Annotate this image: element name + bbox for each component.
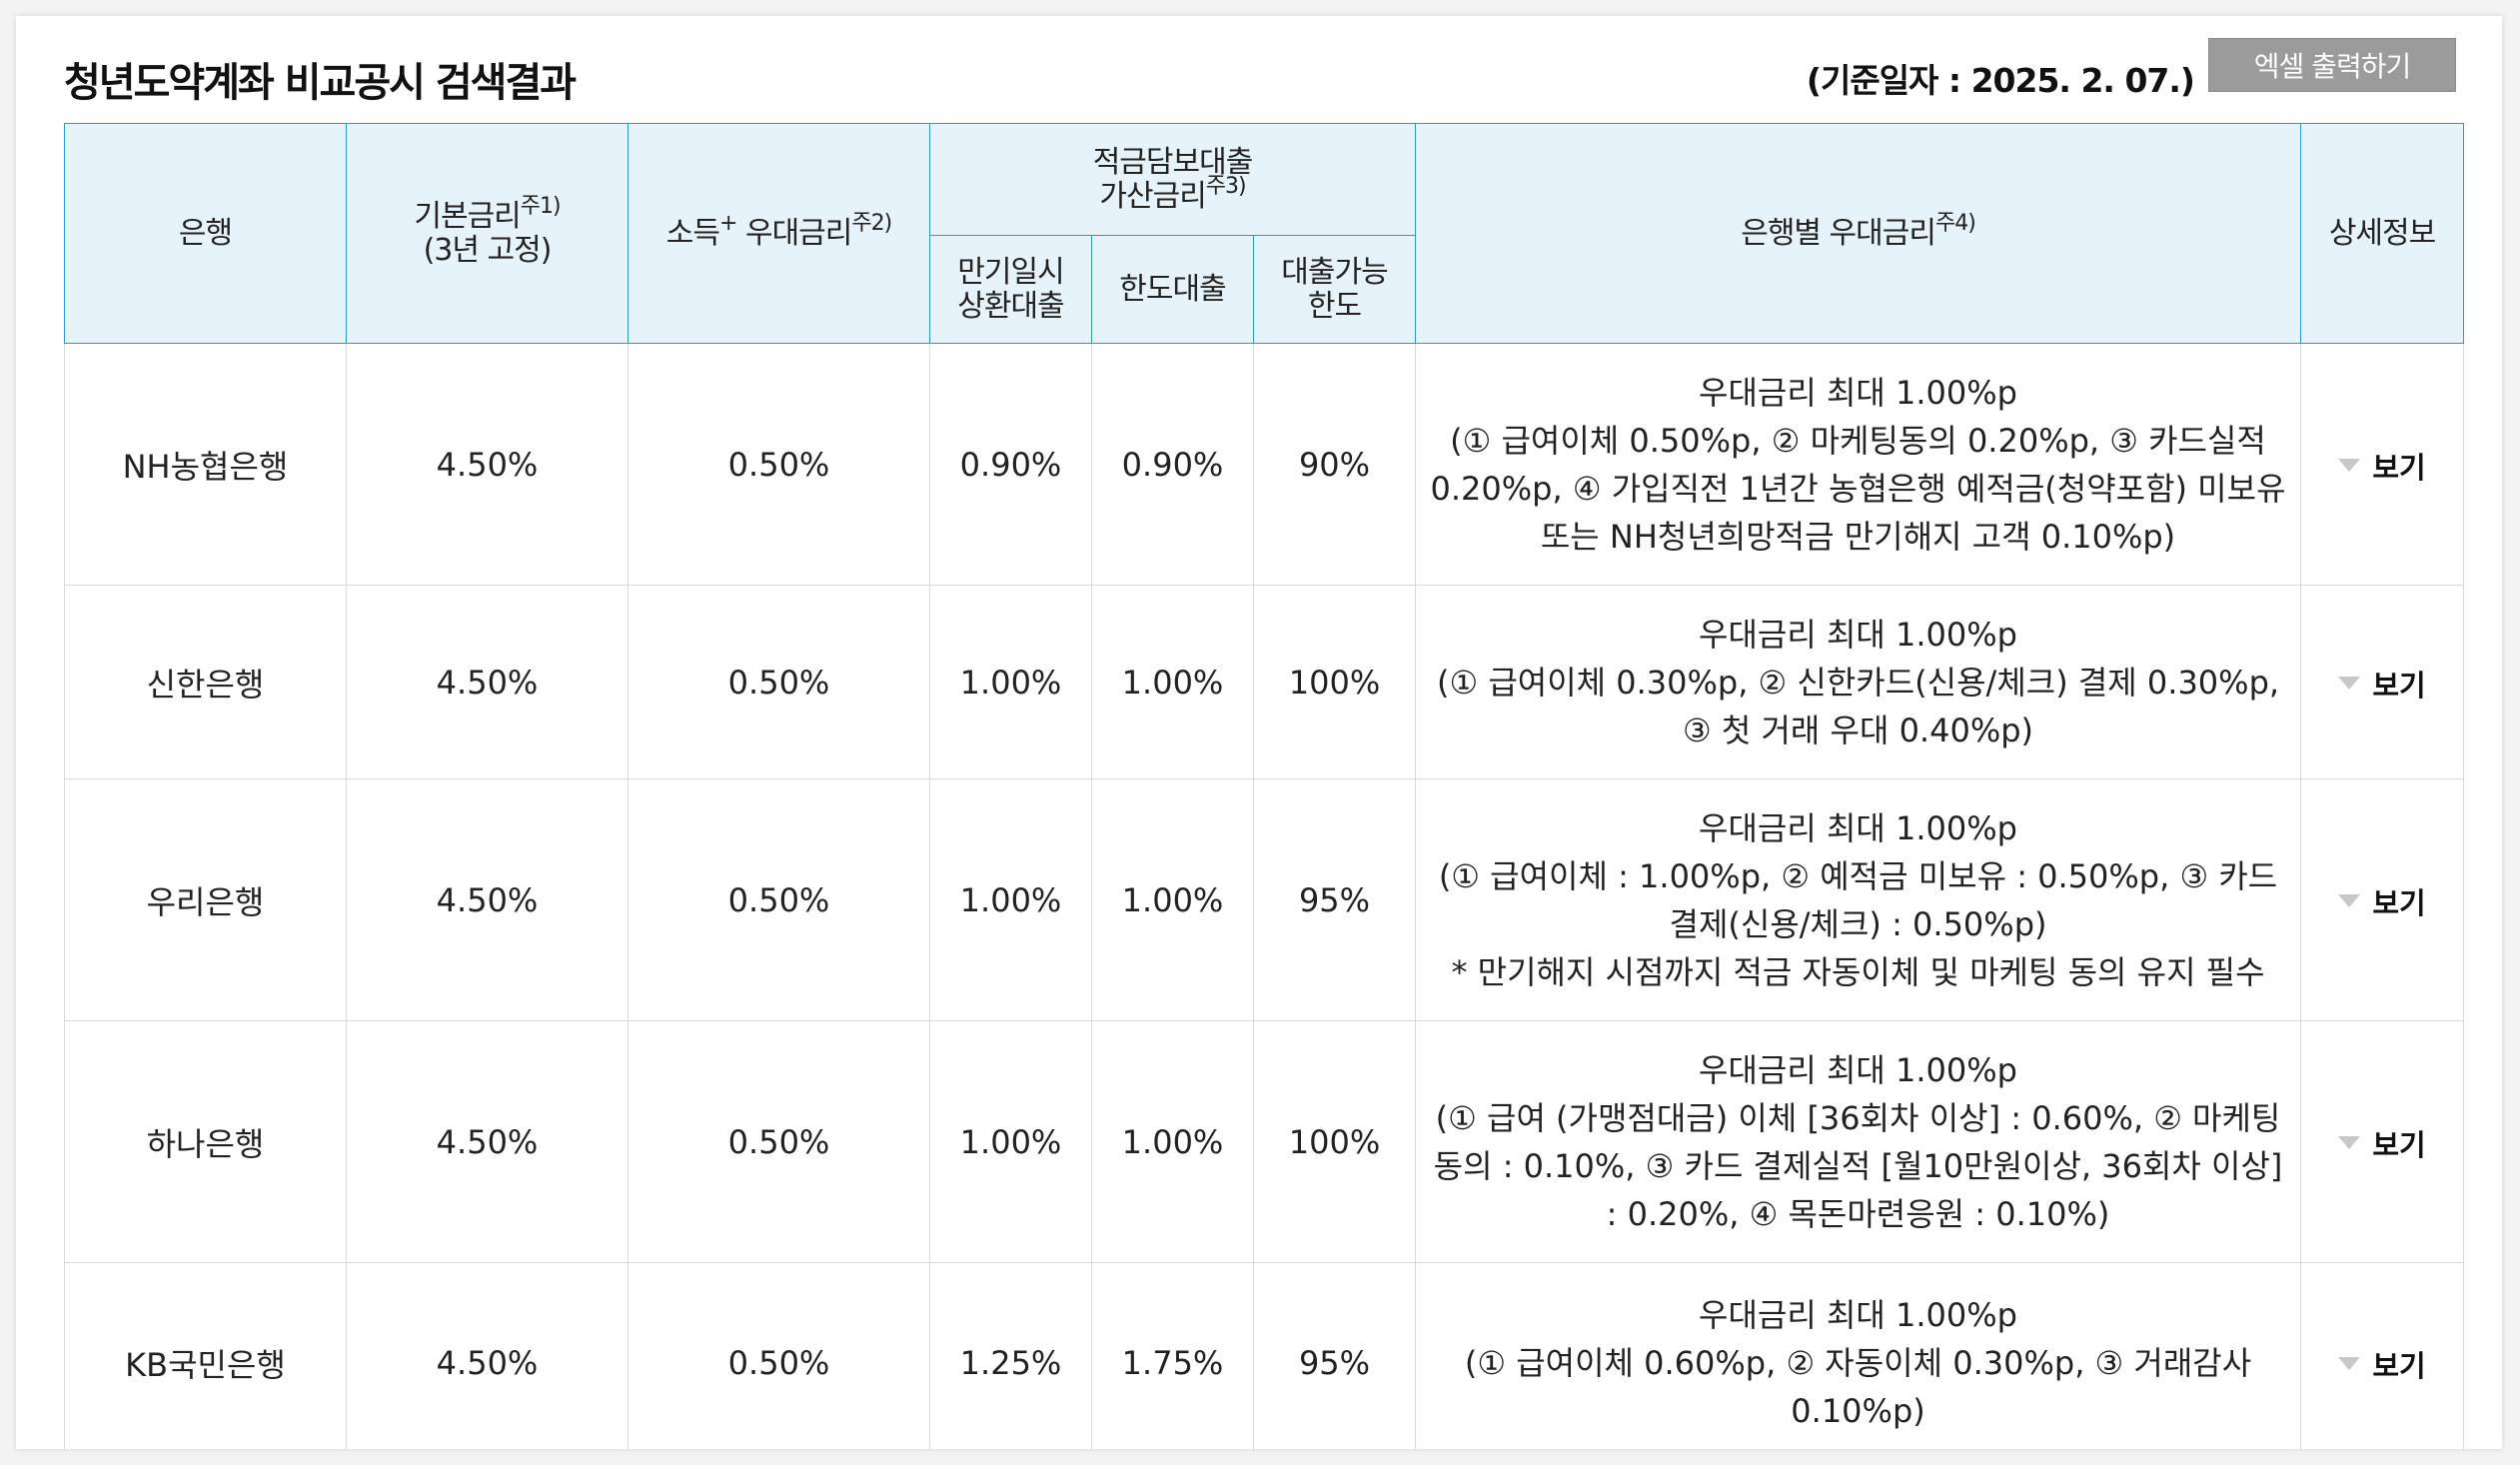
limit-loan-rate: 0.90% [1091, 343, 1254, 586]
header-bank: 은행 [64, 123, 347, 344]
loan-possible-limit: 100% [1252, 585, 1417, 779]
loan-possible-limit: 90% [1252, 343, 1417, 586]
loan-possible-limit: 95% [1252, 778, 1417, 1021]
header-base-rate: 기본금리주1) (3년 고정) [346, 123, 629, 344]
detail-cell: 보기 [2300, 778, 2465, 1021]
base-rate: 4.50% [346, 1262, 629, 1449]
table-row: 하나은행 4.50% 0.50% 1.00% 1.00% 100% 우대금리 최… [64, 1020, 2465, 1263]
detail-cell: 보기 [2300, 1262, 2465, 1449]
bank-name: KB국민은행 [64, 1262, 347, 1449]
triangle-down-icon [2338, 1136, 2361, 1150]
view-detail-button[interactable]: 보기 [2338, 1343, 2426, 1385]
bank-pref-detail: 우대금리 최대 1.00%p (① 급여이체 0.30%p, ② 신한카드(신용/… [1415, 585, 2302, 779]
bank-name: 우리은행 [64, 778, 347, 1021]
limit-loan-rate: 1.00% [1091, 1020, 1254, 1263]
base-rate: 4.50% [346, 343, 629, 586]
view-detail-button[interactable]: 보기 [2338, 1122, 2426, 1164]
maturity-loan-rate: 1.00% [929, 585, 1092, 779]
table-row: KB국민은행 4.50% 0.50% 1.25% 1.75% 95% 우대금리 … [64, 1262, 2465, 1449]
triangle-down-icon [2338, 677, 2361, 691]
view-detail-button[interactable]: 보기 [2338, 445, 2426, 487]
detail-cell: 보기 [2300, 343, 2465, 586]
table-body: NH농협은행 4.50% 0.50% 0.90% 0.90% 90% 우대금리 … [64, 343, 2465, 1449]
comparison-table: 은행 기본금리주1) (3년 고정) 소득+ 우대금리주2) 적금담보대출 가산… [64, 123, 2465, 1449]
header-maturity-loan: 만기일시 상환대출 [929, 235, 1092, 344]
bank-pref-detail: 우대금리 최대 1.00%p (① 급여 (가맹점대금) 이체 [36회차 이상]… [1415, 1020, 2302, 1263]
table-row: NH농협은행 4.50% 0.50% 0.90% 0.90% 90% 우대금리 … [64, 343, 2465, 586]
bank-name: 신한은행 [64, 585, 347, 779]
bank-pref-detail: 우대금리 최대 1.00%p (① 급여이체 0.50%p, ② 마케팅동의 0.… [1415, 343, 2302, 586]
base-rate: 4.50% [346, 1020, 629, 1263]
header-loan-possible: 대출가능 한도 [1252, 235, 1417, 344]
income-rate: 0.50% [628, 585, 930, 779]
excel-export-button[interactable]: 엑셀 출력하기 [2208, 38, 2456, 92]
detail-cell: 보기 [2300, 585, 2465, 779]
table-row: 신한은행 4.50% 0.50% 1.00% 1.00% 100% 우대금리 최… [64, 585, 2465, 779]
header-bank-pref: 은행별 우대금리주4) [1415, 123, 2302, 344]
page-title: 청년도약계좌 비교공시 검색결과 [64, 60, 577, 106]
maturity-loan-rate: 1.00% [929, 1020, 1092, 1263]
base-date: (기준일자 : 2025. 2. 07.) [1806, 61, 2195, 100]
maturity-loan-rate: 1.00% [929, 778, 1092, 1021]
limit-loan-rate: 1.00% [1091, 585, 1254, 779]
loan-possible-limit: 100% [1252, 1020, 1417, 1263]
limit-loan-rate: 1.00% [1091, 778, 1254, 1021]
table-header: 은행 기본금리주1) (3년 고정) 소득+ 우대금리주2) 적금담보대출 가산… [64, 123, 2465, 344]
bank-pref-detail: 우대금리 최대 1.00%p (① 급여이체 : 1.00%p, ② 예적금 미보… [1415, 778, 2302, 1021]
header-income-rate: 소득+ 우대금리주2) [628, 123, 930, 344]
view-detail-button[interactable]: 보기 [2338, 880, 2426, 922]
triangle-down-icon [2338, 894, 2361, 908]
view-detail-button[interactable]: 보기 [2338, 663, 2426, 705]
maturity-loan-rate: 0.90% [929, 343, 1092, 586]
footnote-4: 주4) [1934, 210, 1976, 236]
footnote-1: 주1) [520, 193, 562, 219]
bank-pref-detail: 우대금리 최대 1.00%p (① 급여이체 0.60%p, ② 자동이체 0.3… [1415, 1262, 2302, 1449]
bank-name: NH농협은행 [64, 343, 347, 586]
income-rate: 0.50% [628, 1262, 930, 1449]
results-panel: 청년도약계좌 비교공시 검색결과 (기준일자 : 2025. 2. 07.) 엑… [16, 16, 2502, 1449]
header-detail: 상세정보 [2300, 123, 2465, 344]
footnote-3: 주3) [1205, 173, 1247, 199]
header-loan-group: 적금담보대출 가산금리주3) [928, 123, 1417, 236]
maturity-loan-rate: 1.25% [929, 1262, 1092, 1449]
triangle-down-icon [2338, 459, 2361, 473]
header-limit-loan: 한도대출 [1091, 235, 1254, 344]
income-rate: 0.50% [628, 343, 930, 586]
income-rate: 0.50% [628, 778, 930, 1021]
income-rate: 0.50% [628, 1020, 930, 1263]
detail-cell: 보기 [2300, 1020, 2465, 1263]
table-row: 우리은행 4.50% 0.50% 1.00% 1.00% 95% 우대금리 최대… [64, 778, 2465, 1021]
loan-possible-limit: 95% [1252, 1262, 1417, 1449]
triangle-down-icon [2338, 1357, 2361, 1371]
footnote-2: 주2) [851, 210, 892, 236]
base-rate: 4.50% [346, 778, 629, 1021]
bank-name: 하나은행 [64, 1020, 347, 1263]
limit-loan-rate: 1.75% [1091, 1262, 1254, 1449]
base-rate: 4.50% [346, 585, 629, 779]
